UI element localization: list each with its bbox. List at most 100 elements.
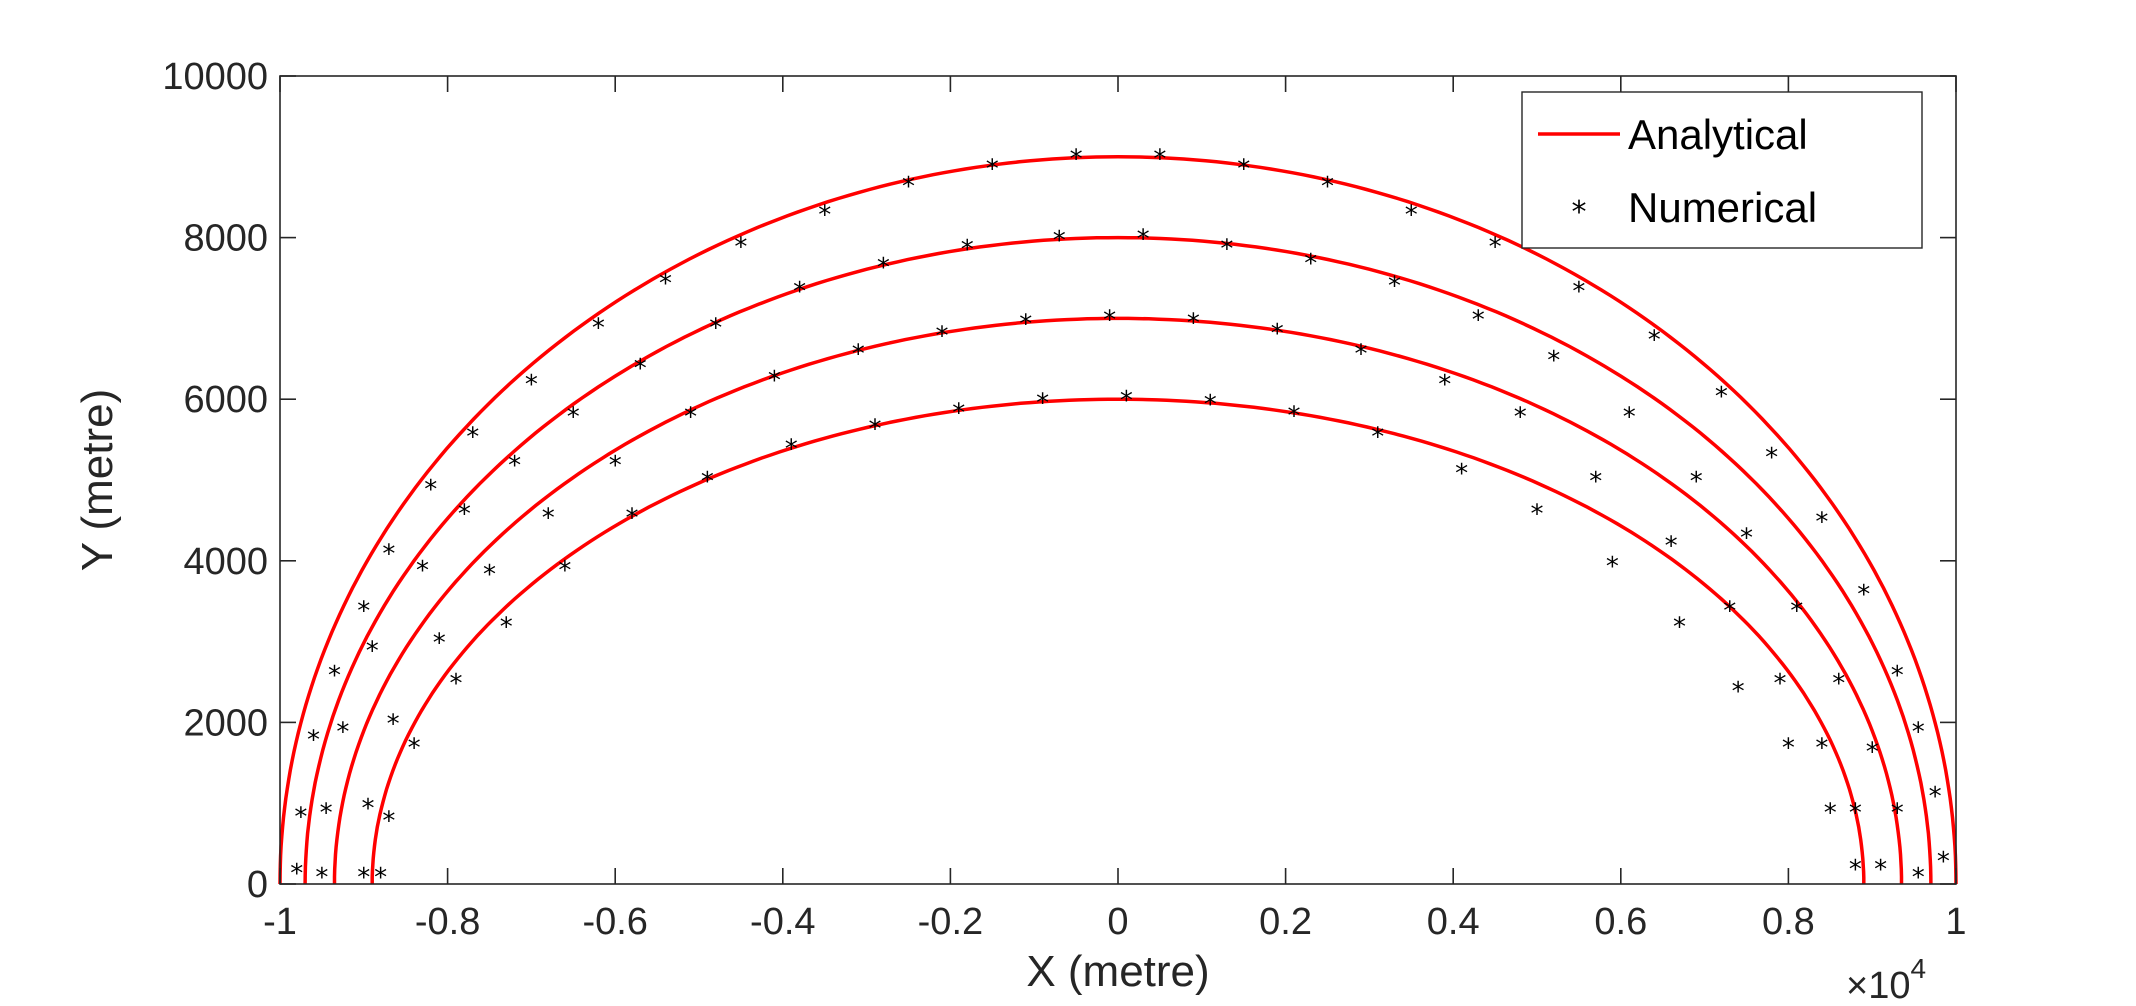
numerical-point: * — [869, 415, 882, 445]
numerical-point: * — [387, 709, 400, 739]
numerical-point: * — [961, 235, 974, 265]
analytical-curve-2 — [303, 235, 1933, 885]
numerical-point: * — [1036, 389, 1049, 419]
numerical-point: * — [1824, 798, 1837, 828]
x-tick-label: -0.8 — [415, 901, 480, 943]
numerical-point: * — [315, 863, 328, 893]
numerical-point: * — [382, 540, 395, 570]
y-tick-labels: 0 2000 4000 6000 8000 10000 — [162, 56, 268, 906]
numerical-point: * — [952, 398, 965, 428]
numerical-point: * — [684, 402, 697, 432]
numerical-point: * — [290, 859, 303, 889]
numerical-point: * — [852, 339, 865, 369]
numerical-point: * — [1304, 249, 1317, 279]
legend: Analytical * Numerical — [1521, 91, 1923, 249]
x-axis-exponent: ×104 — [1846, 953, 1926, 1006]
numerical-point: * — [1648, 326, 1661, 356]
numerical-point: * — [500, 612, 513, 642]
numerical-point: * — [433, 629, 446, 659]
numerical-point: * — [362, 794, 375, 824]
numerical-point: * — [1405, 200, 1418, 230]
y-tick-label: 8000 — [183, 218, 268, 260]
x-tick-label: 0.6 — [1594, 901, 1647, 943]
numerical-point: * — [902, 172, 915, 202]
legend-box — [1521, 91, 1923, 249]
y-tick-label: 0 — [247, 864, 268, 906]
numerical-point: * — [1606, 552, 1619, 582]
numerical-point: * — [458, 499, 471, 529]
numerical-point: * — [1723, 596, 1736, 626]
numerical-point: * — [1053, 226, 1066, 256]
y-axis-title: Y (metre) — [73, 389, 122, 572]
numerical-point: * — [1673, 612, 1686, 642]
numerical-point: * — [1849, 855, 1862, 885]
numerical-point: * — [1137, 225, 1150, 255]
numerical-point: * — [483, 560, 496, 590]
x-axis-exponent-base: ×10 — [1846, 965, 1910, 1006]
numerical-point: * — [1589, 467, 1602, 497]
numerical-point: * — [734, 233, 747, 263]
numerical-point: * — [936, 322, 949, 352]
x-tick-labels: -1 -0.8 -0.6 -0.4 -0.2 0 0.2 0.4 0.6 0.8 1 — [263, 901, 1966, 943]
numerical-point: * — [1220, 234, 1233, 264]
y-tick-label: 2000 — [183, 702, 268, 744]
numerical-point: * — [1070, 145, 1083, 175]
numerical-point: * — [768, 366, 781, 396]
legend-numerical-swatch: * — [1572, 195, 1587, 230]
x-axis-exponent-power: 4 — [1910, 953, 1926, 984]
numerical-markers: * * * * * * * * * * * * * * * * * * * * * * * * * * * * * * * * * * * * * * * *… — [290, 145, 1950, 893]
numerical-point: * — [1715, 382, 1728, 412]
numerical-point: * — [382, 806, 395, 836]
numerical-point: * — [1912, 718, 1925, 748]
numerical-point: * — [785, 435, 798, 465]
x-tick-label: 1 — [1945, 901, 1966, 943]
numerical-point: * — [1120, 386, 1133, 416]
numerical-point: * — [793, 277, 806, 307]
numerical-point: * — [1912, 863, 1925, 893]
analytical-curve-1 — [278, 155, 1958, 885]
numerical-point: * — [1765, 443, 1778, 473]
numerical-point: * — [592, 314, 605, 344]
numerical-point: * — [1857, 580, 1870, 610]
numerical-point: * — [709, 314, 722, 344]
numerical-point: * — [1866, 738, 1879, 768]
numerical-point: * — [450, 669, 463, 699]
numerical-point: * — [558, 556, 571, 586]
numerical-point: * — [626, 503, 639, 533]
numerical-point: * — [1472, 305, 1485, 335]
numerical-point: * — [424, 475, 437, 505]
numerical-point: * — [1815, 507, 1828, 537]
numerical-point: * — [357, 596, 370, 626]
analytical-curve-4 — [370, 397, 1866, 884]
numerical-point: * — [1732, 677, 1745, 707]
numerical-point: * — [1321, 172, 1334, 202]
numerical-point: * — [1849, 798, 1862, 828]
numerical-point: * — [567, 402, 580, 432]
numerical-point: * — [1153, 145, 1166, 175]
numerical-point: * — [374, 863, 387, 893]
numerical-point: * — [1547, 346, 1560, 376]
numerical-point: * — [1371, 423, 1384, 453]
numerical-point: * — [877, 253, 890, 283]
numerical-point: * — [986, 154, 999, 184]
numerical-point: * — [1355, 339, 1368, 369]
numerical-point: * — [542, 503, 555, 533]
numerical-point: * — [408, 734, 421, 764]
numerical-point: * — [366, 637, 379, 667]
numerical-point: * — [1891, 661, 1904, 691]
numerical-point: * — [1874, 855, 1887, 885]
numerical-point: * — [1271, 319, 1284, 349]
numerical-point: * — [525, 370, 538, 400]
numerical-point: * — [1489, 233, 1502, 263]
numerical-point: * — [1572, 277, 1585, 307]
analytical-curve-3 — [332, 316, 1904, 884]
legend-numerical-label: Numerical — [1628, 184, 1817, 231]
numerical-point: * — [357, 863, 370, 893]
numerical-point: * — [1740, 524, 1753, 554]
numerical-point: * — [818, 200, 831, 230]
numerical-point: * — [307, 726, 320, 756]
numerical-point: * — [1204, 390, 1217, 420]
numerical-point: * — [1937, 847, 1950, 877]
numerical-point: * — [659, 269, 672, 299]
numerical-point: * — [1531, 499, 1544, 529]
